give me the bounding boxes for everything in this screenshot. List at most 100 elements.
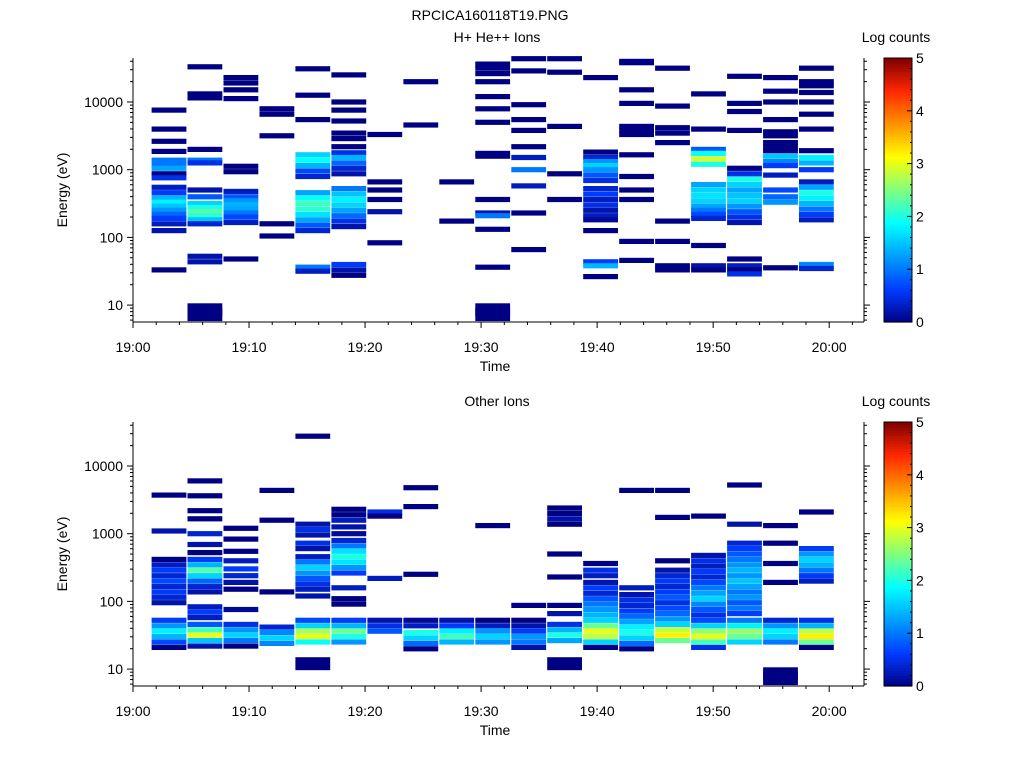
colorbar-tick-label: 5: [916, 414, 924, 430]
colorbar-swatch: [884, 121, 912, 125]
colorbar-tick-label: 3: [916, 156, 924, 172]
heatmap-cell: [727, 611, 762, 617]
heatmap-cell: [331, 196, 367, 203]
heatmap-cell: [331, 99, 367, 105]
colorbar-swatch: [884, 237, 912, 241]
heatmap-cell: [331, 218, 367, 224]
heatmap-cell: [403, 122, 439, 128]
heatmap-cell: [583, 186, 618, 192]
heatmap-cell: [691, 146, 726, 152]
colorbar-label: Log counts: [862, 29, 931, 45]
heatmap-cell: [799, 639, 834, 645]
heatmap-cell: [187, 567, 223, 573]
heatmap-cell: [331, 570, 367, 576]
heatmap-cell: [727, 209, 762, 215]
heatmap-cell: [187, 209, 223, 215]
heatmap-cell: [619, 127, 654, 133]
colorbar-swatch: [884, 427, 912, 431]
heatmap-cell: [187, 621, 223, 627]
colorbar-tick-label: 2: [916, 208, 924, 224]
heatmap-cell: [619, 592, 654, 598]
heatmap-cell: [331, 628, 367, 634]
colorbar-swatch: [884, 203, 912, 207]
heatmap-cell: [655, 632, 690, 638]
heatmap-cell: [187, 205, 223, 211]
heatmap-cell: [187, 643, 223, 649]
heatmap-cell: [403, 571, 439, 577]
heatmap-cell: [295, 581, 331, 587]
heatmap-cell: [223, 525, 259, 531]
heatmap-cell: [763, 560, 798, 567]
colorbar-swatch: [884, 585, 912, 589]
colorbar-swatch: [884, 480, 912, 484]
colorbar-swatch: [884, 646, 912, 650]
heatmap-cell: [547, 638, 582, 644]
heatmap-cell: [727, 556, 762, 562]
colorbar-swatch: [884, 147, 912, 151]
heatmap-cell: [151, 190, 187, 196]
colorbar-swatch: [884, 73, 912, 78]
x-axis-label: Time: [480, 722, 511, 738]
heatmap-cell: [799, 195, 834, 201]
colorbar-tick-label: 1: [916, 625, 924, 641]
heatmap-cell: [619, 100, 654, 106]
heatmap-cell: [763, 148, 798, 154]
colorbar-swatch: [884, 134, 912, 138]
heatmap-cell: [763, 672, 798, 686]
x-axis-label: Time: [480, 358, 511, 374]
heatmap-cell: [511, 617, 547, 623]
heatmap-cell: [187, 146, 223, 152]
heatmap-cell: [763, 117, 798, 123]
heatmap-cell: [547, 510, 582, 516]
heatmap-cell: [403, 640, 439, 646]
heatmap-cell: [439, 628, 475, 634]
heatmap-cell: [151, 165, 187, 171]
colorbar-swatch: [884, 94, 912, 99]
heatmap-cell: [727, 634, 762, 640]
colorbar-swatch: [884, 485, 912, 489]
colorbar-swatch: [884, 187, 912, 191]
heatmap-cell: [547, 602, 582, 608]
heatmap-cell: [763, 129, 798, 135]
colorbar-frame: [883, 421, 913, 687]
heatmap-cell: [727, 482, 762, 488]
heatmap-cell: [583, 560, 618, 567]
heatmap-cell: [583, 601, 618, 607]
heatmap-cell: [511, 634, 547, 640]
colorbar-swatch: [884, 245, 912, 249]
heatmap-cell: [295, 117, 331, 123]
heatmap-cell: [331, 224, 367, 230]
heatmap-cell: [583, 612, 618, 618]
heatmap-cell: [439, 623, 475, 629]
heatmap-cell: [619, 602, 654, 608]
heatmap-cell: [367, 617, 403, 623]
heatmap-cell: [259, 133, 295, 139]
heatmap-cell: [151, 171, 187, 177]
heatmap-cell: [403, 485, 439, 491]
colorbar-swatch: [884, 559, 912, 563]
colorbar-swatch: [884, 190, 912, 194]
heatmap-cell: [187, 562, 223, 568]
colorbar-swatch: [884, 464, 912, 468]
x-tick-label: 19:50: [696, 703, 731, 719]
colorbar-swatch: [884, 490, 912, 494]
heatmap-cell: [331, 160, 367, 166]
colorbar-swatch: [884, 493, 912, 497]
heatmap-cell: [223, 536, 259, 542]
heatmap-cell: [583, 202, 618, 208]
colorbar-swatch: [884, 314, 912, 318]
heatmap-cell: [655, 594, 690, 600]
heatmap-cell: [403, 79, 439, 85]
heatmap-cell: [187, 583, 223, 590]
heatmap-cell: [223, 87, 259, 93]
colorbar-swatch: [884, 256, 912, 260]
colorbar-swatch: [884, 184, 912, 188]
colorbar-swatch: [884, 506, 912, 510]
heatmap-cell: [259, 111, 295, 117]
y-tick-label: 10000: [84, 94, 123, 110]
heatmap-cell: [799, 623, 834, 629]
heatmap-cell: [727, 219, 762, 226]
colorbar-swatch: [884, 620, 912, 624]
colorbar-swatch: [884, 466, 912, 471]
heatmap-cell: [799, 167, 834, 173]
